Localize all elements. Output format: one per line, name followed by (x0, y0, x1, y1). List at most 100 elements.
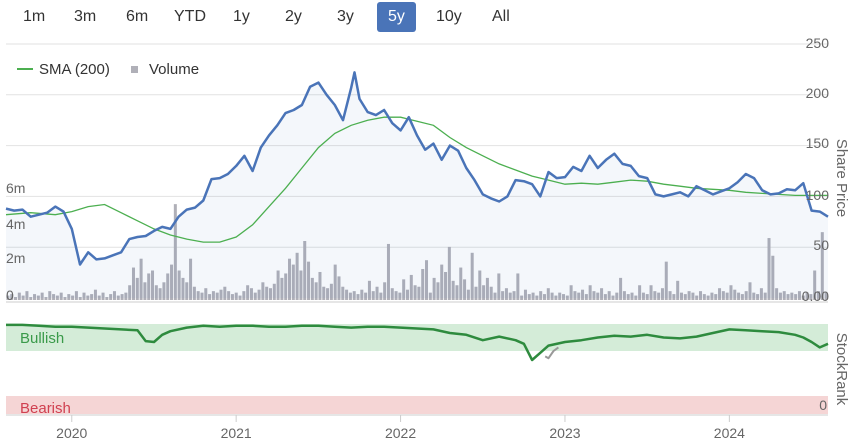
share-price-area (6, 72, 828, 299)
y-right-tick-label: 100 (806, 187, 830, 203)
volume-bar (634, 295, 638, 300)
volume-bar (307, 261, 311, 300)
volume-bar (97, 295, 101, 300)
volume-bar (592, 291, 596, 300)
volume-bar (242, 291, 246, 300)
volume-bar (748, 282, 752, 300)
volume-bar (116, 295, 120, 300)
volume-bar (603, 294, 607, 300)
volume-bar (512, 291, 516, 300)
y-right-tick-label: 0.00 (802, 288, 829, 304)
volume-bar (230, 294, 234, 300)
volume-bar (185, 282, 189, 300)
volume-bar (737, 292, 741, 301)
range-button-3m[interactable]: 3m (74, 8, 97, 25)
volume-bar (112, 291, 116, 300)
range-button-1m[interactable]: 1m (23, 8, 46, 25)
volume-bar (276, 270, 280, 300)
volume-bar (805, 292, 809, 301)
range-button-6m[interactable]: 6m (126, 8, 149, 25)
volume-bar (539, 291, 543, 300)
volume-bar (664, 261, 668, 300)
volume-bar (36, 295, 40, 300)
volume-bar (531, 292, 535, 301)
volume-bar (771, 255, 775, 300)
range-button-5y[interactable]: 5y (377, 2, 416, 32)
volume-bar (86, 295, 90, 300)
volume-bar (562, 294, 566, 300)
volume-bar (219, 289, 223, 300)
volume-bar (432, 277, 436, 301)
range-button-3y[interactable]: 3y (337, 8, 354, 25)
volume-bar (25, 291, 29, 300)
volume-bar (558, 292, 562, 301)
volume-bar (265, 286, 269, 300)
volume-bar (626, 294, 630, 300)
volume-bar (619, 277, 623, 301)
volume-bar (710, 292, 714, 301)
volume-bar (375, 286, 379, 300)
volume-bar (687, 291, 691, 300)
y-right-axis-title: Share Price (833, 139, 850, 217)
legend-sma-label: SMA (200) (39, 61, 110, 78)
volume-bar (725, 292, 729, 301)
volume-bar (820, 232, 824, 300)
volume-bar (158, 288, 162, 300)
volume-bar (40, 292, 44, 301)
range-button-all[interactable]: All (492, 8, 510, 25)
volume-bar (14, 297, 18, 300)
bullish-label: Bullish (20, 330, 64, 347)
range-button-2y[interactable]: 2y (285, 8, 302, 25)
volume-bar (756, 294, 760, 300)
volume-bar (139, 258, 143, 300)
volume-bar (249, 288, 253, 300)
x-tick-label: 2024 (714, 425, 745, 441)
volume-bar (364, 292, 368, 301)
volume-bar (379, 292, 383, 301)
volume-bar (405, 289, 409, 300)
volume-bar (527, 294, 531, 300)
range-button-1y[interactable]: 1y (233, 8, 250, 25)
volume-bar (520, 295, 524, 300)
volume-bar (147, 273, 151, 300)
volume-bar (409, 274, 413, 300)
volume-bar (501, 291, 505, 300)
x-tick-label: 2023 (549, 425, 580, 441)
volume-bar (482, 285, 486, 300)
volume-bar (767, 238, 771, 300)
legend-volume-swatch (131, 66, 138, 73)
volume-bar (523, 289, 527, 300)
volume-bar (679, 292, 683, 301)
volume-bar (615, 292, 619, 301)
volume-bar (436, 282, 440, 300)
volume-bar (82, 292, 86, 301)
volume-bar (261, 282, 265, 300)
volume-bar (208, 294, 212, 300)
volume-bar (554, 295, 558, 300)
stockrank-tick-label: 0 (819, 397, 827, 413)
volume-bar (478, 270, 482, 300)
volume-bar (550, 292, 554, 301)
volume-bar (790, 292, 794, 301)
range-button-10y[interactable]: 10y (436, 8, 462, 25)
volume-bar (322, 286, 326, 300)
volume-bar (622, 291, 626, 300)
y-left-tick-label: 4m (6, 216, 25, 232)
legend-volume-label: Volume (149, 61, 199, 78)
volume-bars (6, 204, 828, 301)
y-right-tick-label: 250 (806, 35, 830, 51)
stockrank-axis-title: StockRank (833, 333, 850, 406)
volume-bar (17, 292, 21, 301)
volume-bar (78, 297, 82, 300)
volume-bar (215, 292, 219, 301)
volume-bar (303, 241, 307, 300)
volume-bar (801, 295, 805, 300)
volume-bar (109, 294, 113, 300)
y-right-tick-label: 200 (806, 85, 830, 101)
volume-bar (721, 291, 725, 300)
volume-bar (649, 285, 653, 300)
volume-bar (588, 285, 592, 300)
range-button-ytd[interactable]: YTD (174, 8, 206, 25)
volume-bar (573, 291, 577, 300)
